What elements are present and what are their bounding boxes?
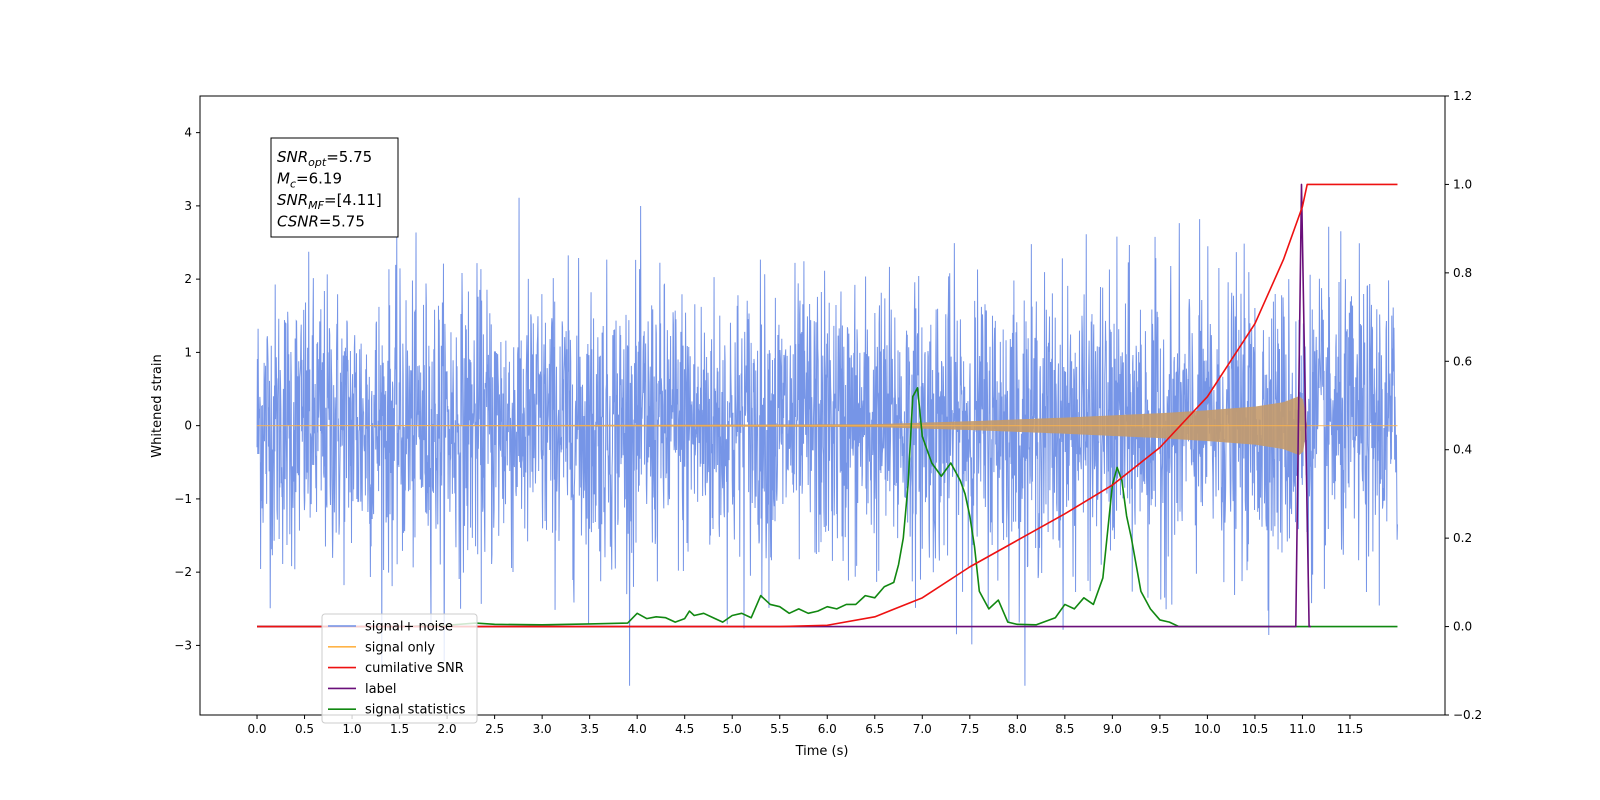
info-box-frame (270, 137, 399, 238)
x-axis: 0.0 0.5 1.0 1.5 2.0 2.5 3.0 3.5 4.0 4.5 5.0 5.5 6.0 6… (247, 715, 1363, 736)
legend: signal+ noise signal only cumilative SNR la… (321, 613, 478, 724)
info-line-value: =5.75 (326, 148, 372, 166)
info-line-symbol: SNR (277, 191, 308, 209)
info-line: SNRopt=5.75 (277, 148, 372, 169)
x-tick-label: 2.5 (485, 722, 504, 736)
y-right-tick-label: 1.2 (1453, 89, 1472, 103)
y-left-tick-label: 0 (184, 419, 192, 433)
series-cumilative-snr-line (257, 183, 1398, 628)
x-tick-label: 10.5 (1242, 722, 1269, 736)
x-tick-label: 9.5 (1150, 722, 1169, 736)
x-tick-label: 4.5 (675, 722, 694, 736)
y-right-tick-label: 0.0 (1453, 620, 1472, 634)
y-axis-right: −0.2 0.0 0.2 0.4 0.6 0.8 1.0 1.2 (1445, 89, 1482, 722)
info-line-subscript: MF (308, 199, 324, 212)
y-right-tick-label: 0.4 (1453, 443, 1472, 457)
x-tick-label: 0.0 (247, 722, 266, 736)
legend-frame (321, 613, 478, 724)
legend-label: signal statistics (365, 703, 466, 718)
y-right-tick-label: 0.8 (1453, 266, 1472, 280)
y-left-tick-label: 4 (184, 126, 192, 140)
y-right-tick-label: −0.2 (1453, 708, 1482, 722)
info-line-subscript: c (290, 178, 296, 191)
series-signal-only (257, 396, 1398, 456)
y-left-tick-label: 1 (184, 345, 192, 359)
y-right-tick-label: 0.6 (1453, 354, 1472, 368)
info-line-value: =6.19 (296, 170, 342, 188)
x-tick-label: 10.0 (1194, 722, 1221, 736)
x-tick-label: 6.0 (818, 722, 837, 736)
legend-label: signal+ noise (365, 620, 453, 635)
x-tick-label: 3.0 (533, 722, 552, 736)
info-line-subscript: opt (308, 156, 327, 169)
y-right-tick-label: 1.0 (1453, 177, 1472, 191)
x-tick-label: 6.5 (865, 722, 884, 736)
legend-label: label (365, 682, 396, 697)
x-tick-label: 2.0 (438, 722, 457, 736)
x-axis-title: Time (s) (795, 744, 849, 759)
info-line-symbol: CSNR (277, 213, 319, 231)
info-line-symbol: SNR (277, 148, 308, 166)
legend-label: cumilative SNR (365, 661, 464, 676)
series-signal-noise-line (256, 197, 1398, 686)
series-signal-statistics-line (257, 387, 1398, 628)
legend-label: signal only (365, 640, 435, 655)
x-tick-label: 5.5 (770, 722, 789, 736)
plot-frame (199, 95, 1446, 716)
x-tick-label: 7.0 (913, 722, 932, 736)
x-tick-label: 7.5 (960, 722, 979, 736)
x-tick-label: 8.0 (1008, 722, 1027, 736)
x-tick-label: 3.5 (580, 722, 599, 736)
y-left-tick-label: 2 (184, 272, 192, 286)
info-line: Mc=6.19 (277, 170, 342, 191)
y-left-tick-label: 3 (184, 199, 192, 213)
info-line-value: =[4.11] (324, 191, 382, 209)
x-tick-label: 11.0 (1289, 722, 1316, 736)
x-tick-label: 11.5 (1337, 722, 1364, 736)
y-right-tick-label: 0.2 (1453, 531, 1472, 545)
x-tick-label: 9.0 (1103, 722, 1122, 736)
right-axis-series (257, 183, 1398, 628)
info-line: CSNR=5.75 (277, 213, 365, 231)
x-tick-label: 8.5 (1055, 722, 1074, 736)
x-tick-label: 1.0 (343, 722, 362, 736)
info-line-value: =5.75 (319, 213, 365, 231)
x-tick-label: 5.0 (723, 722, 742, 736)
y-left-tick-label: −1 (174, 492, 192, 506)
x-tick-label: 4.0 (628, 722, 647, 736)
y-axis-left: −3 −2 −1 0 1 2 3 4 (174, 126, 200, 652)
series-signal-noise (256, 197, 1398, 686)
y-axis-left-title: Whitened strain (150, 354, 165, 457)
info-line: SNRMF=[4.11] (277, 191, 382, 212)
x-tick-label: 0.5 (295, 722, 314, 736)
y-left-tick-label: −3 (174, 638, 192, 652)
x-tick-label: 1.5 (390, 722, 409, 736)
info-line-symbol: M (277, 170, 290, 188)
y-left-tick-label: −2 (174, 565, 192, 579)
series-label-line (257, 183, 1311, 628)
